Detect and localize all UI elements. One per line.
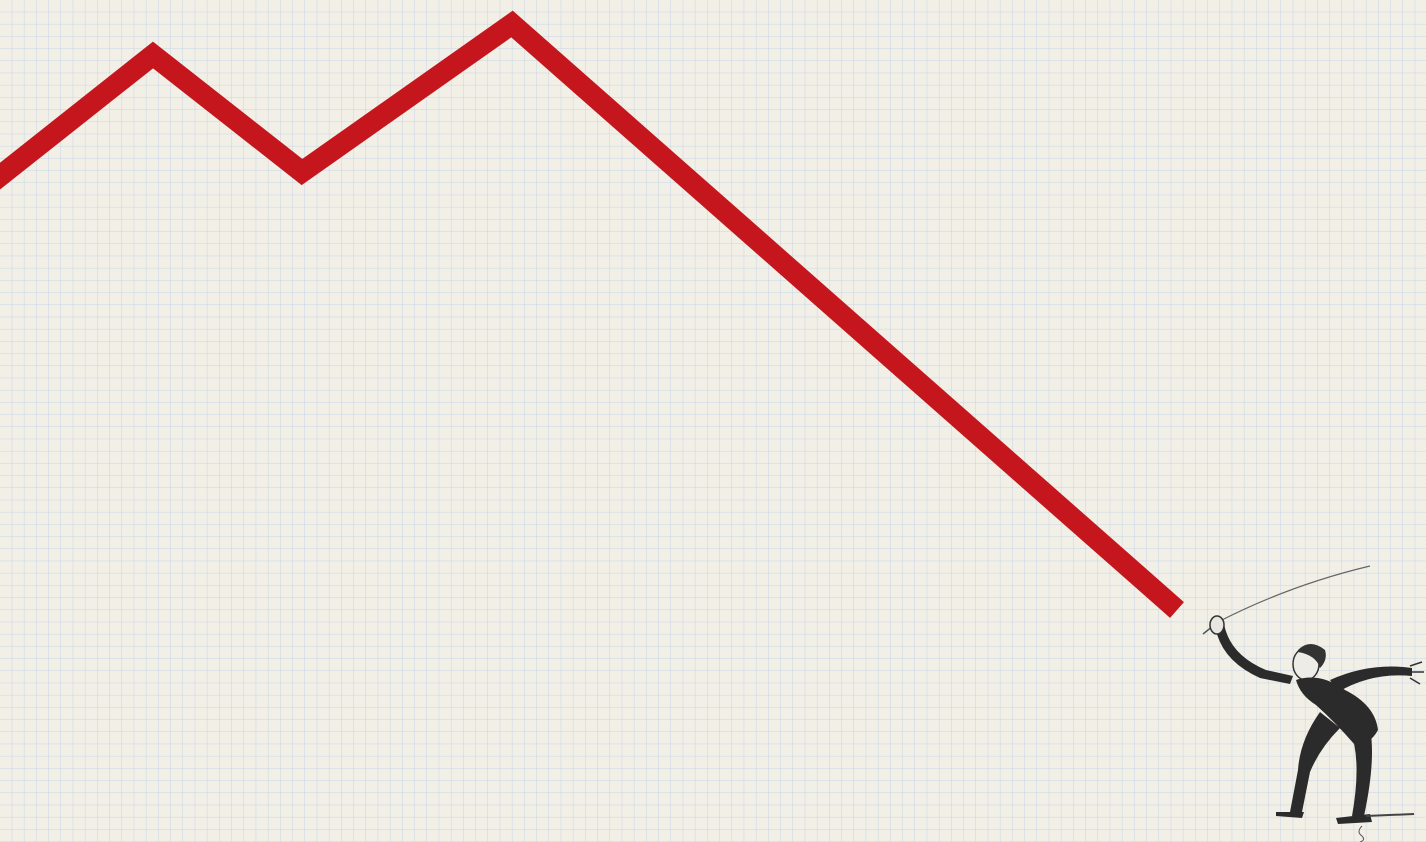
- hand: [1210, 616, 1224, 634]
- grid: [0, 0, 1426, 842]
- page: [0, 0, 1426, 842]
- illustration: [0, 0, 1426, 842]
